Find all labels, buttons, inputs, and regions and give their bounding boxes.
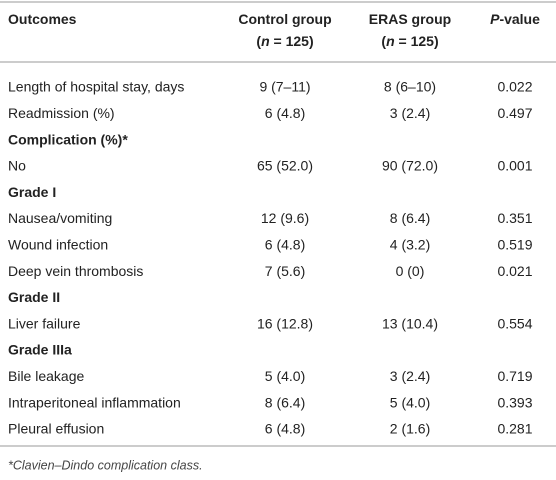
cell: 65 (52.0)	[257, 158, 313, 174]
section-label: Grade IIIa	[8, 342, 72, 358]
cell: 7 (5.6)	[265, 263, 305, 279]
cell: 16 (12.8)	[257, 315, 313, 331]
row-label: Readmission (%)	[8, 105, 115, 121]
row-label: Wound infection	[8, 237, 108, 253]
cell: 0.021	[497, 263, 532, 279]
cell: 0.281	[497, 421, 532, 437]
cell: 13 (10.4)	[382, 315, 438, 331]
header-text: P	[490, 11, 500, 27]
cell: 0.497	[497, 105, 532, 121]
header-text: (	[256, 33, 261, 49]
cell: 8 (6.4)	[390, 210, 430, 226]
cell: 8 (6–10)	[384, 79, 436, 95]
row-label: Pleural effusion	[8, 421, 104, 437]
header-cell: Control group	[238, 11, 331, 27]
footnote: *Clavien–Dindo complication class.	[8, 458, 203, 472]
cell: 6 (4.8)	[265, 105, 305, 121]
header-cell: Outcomes	[8, 11, 77, 27]
cell: 5 (4.0)	[390, 394, 430, 410]
cell: 0.554	[497, 315, 532, 331]
row-label: Bile leakage	[8, 368, 84, 384]
header-text: = 125)	[395, 33, 439, 49]
cell: 0.022	[497, 79, 532, 95]
header-text: -value	[499, 11, 540, 27]
row-label: Deep vein thrombosis	[8, 263, 143, 279]
row-label: Nausea/vomiting	[8, 210, 112, 226]
cell: 0.519	[497, 237, 532, 253]
header-cell: P-value	[490, 11, 540, 27]
cell: 8 (6.4)	[265, 394, 305, 410]
cell: 0 (0)	[396, 263, 425, 279]
header-cell: (n = 125)	[256, 33, 313, 49]
header-text: ERAS group	[369, 11, 451, 27]
row-label: Liver failure	[8, 315, 81, 331]
cell: 4 (3.2)	[390, 237, 430, 253]
cell: 0.351	[497, 210, 532, 226]
cell: 3 (2.4)	[390, 105, 430, 121]
header-text: Outcomes	[8, 11, 77, 27]
header-cell: ERAS group	[369, 11, 451, 27]
section-label: Grade II	[8, 289, 60, 305]
cell: 6 (4.8)	[265, 421, 305, 437]
header-text: = 125)	[270, 33, 314, 49]
cell: 12 (9.6)	[261, 210, 309, 226]
cell: 0.719	[497, 368, 532, 384]
cell: 0.393	[497, 394, 532, 410]
header-text: (	[381, 33, 386, 49]
cell: 90 (72.0)	[382, 158, 438, 174]
cell: 0.001	[497, 158, 532, 174]
header-text: n	[261, 33, 270, 49]
header-text: n	[386, 33, 395, 49]
section-label: Grade I	[8, 184, 56, 200]
row-label: No	[8, 158, 26, 174]
header-text: Control group	[238, 11, 331, 27]
row-label: Intraperitoneal inflammation	[8, 394, 181, 410]
cell: 2 (1.6)	[390, 421, 430, 437]
cell: 5 (4.0)	[265, 368, 305, 384]
cell: 3 (2.4)	[390, 368, 430, 384]
cell: 9 (7–11)	[259, 79, 310, 95]
section-label: Complication (%)*	[8, 131, 128, 147]
row-label: Length of hospital stay, days	[8, 79, 184, 95]
header-cell: (n = 125)	[381, 33, 438, 49]
cell: 6 (4.8)	[265, 237, 305, 253]
